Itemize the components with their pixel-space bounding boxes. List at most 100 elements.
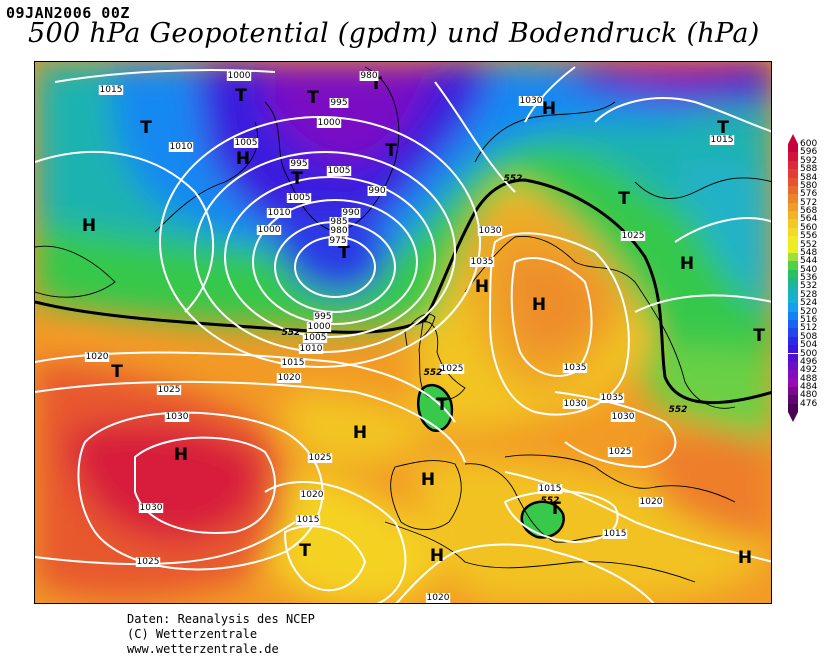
isobar-label-bg (302, 333, 328, 343)
legend-swatch (788, 395, 798, 404)
pressure-system-marker: H (82, 216, 96, 236)
isobar-label-bg (359, 71, 379, 81)
pressure-system-marker: H (542, 99, 556, 119)
legend-entry: 536 (786, 274, 833, 287)
legend-swatch (788, 160, 798, 170)
pressure-system-marker: T (307, 88, 319, 108)
legend-label: 508 (800, 331, 818, 342)
legend-swatch (788, 319, 798, 329)
isobar-label-bg (226, 71, 252, 81)
isobar-label-bg (306, 322, 332, 332)
isobar-label: 1010 (170, 142, 193, 152)
legend-entry: 504 (786, 341, 833, 354)
pressure-system-marker: T (291, 169, 303, 189)
isobar-label-bg (295, 515, 321, 525)
isobar-label: 1005 (288, 193, 311, 203)
isobar-label: 1025 (609, 447, 632, 457)
pressure-system-marker: T (140, 118, 152, 138)
isobar-label-bg (469, 257, 495, 267)
legend-swatch (788, 361, 798, 371)
pressure-system-marker: T (385, 141, 397, 161)
legend-entry: 592 (786, 156, 833, 170)
isobar-label: 1020 (427, 593, 450, 603)
legend-entry: 512 (786, 324, 833, 337)
legend-label: 576 (800, 189, 818, 200)
legend-swatch (788, 370, 798, 379)
legend-entry: 552 (786, 240, 833, 253)
chart-title: 500 hPa Geopotential (gpdm) und Bodendru… (28, 18, 760, 49)
legend-entry: 548 (786, 248, 833, 262)
isobar-label: 1000 (308, 322, 331, 332)
legend-entry: 588 (786, 165, 833, 178)
pressure-system-marker: H (174, 445, 188, 465)
legend-swatch (788, 378, 798, 387)
isobar-label: 1025 (137, 557, 160, 567)
isobar-label: 1025 (309, 453, 332, 463)
isobar-label-bg (518, 96, 544, 106)
legend-label: 524 (800, 298, 818, 309)
legend-swatch (788, 353, 798, 362)
isobar-label-bg (266, 208, 292, 218)
pressure-system-marker: T (111, 362, 123, 382)
isobar-label-bg (299, 490, 325, 500)
legend-swatch (788, 328, 798, 337)
isobar-label-bg (98, 85, 124, 95)
isobar-label: 1035 (564, 363, 587, 373)
coastlines (35, 66, 771, 583)
isobar-label-bg (329, 98, 349, 108)
legend-swatch (788, 294, 798, 304)
isobar-label: 1020 (640, 497, 663, 507)
isobar-label: 1020 (86, 352, 109, 362)
legend-entry: 568 (786, 207, 833, 220)
legend-swatch (788, 244, 798, 253)
isobar-label-bg (329, 226, 349, 236)
isobar-label-bg (638, 497, 664, 507)
geopotential-shading (35, 62, 771, 603)
isobar-label: 1030 (564, 399, 587, 409)
isobar-label-bg (367, 186, 387, 196)
isobar-label: 980 (330, 226, 347, 236)
legend-label: 584 (800, 172, 818, 183)
legend-entry: 544 (786, 257, 833, 270)
isobar-label-bg (562, 399, 588, 409)
color-legend: 600 596 592 588 584 580 576 572 568 564 560 556 552 5… (786, 134, 833, 534)
isobar-label: 1030 (140, 503, 163, 513)
isobar-label-bg (537, 484, 563, 494)
cutoff-low-biscay (416, 383, 454, 432)
legend-label: 588 (800, 164, 818, 175)
legend-entry: 516 (786, 315, 833, 329)
pressure-system-marker: T (338, 243, 350, 263)
legend-entry: 596 (786, 148, 833, 161)
legend-label: 496 (800, 356, 818, 367)
isobar-label-bg (477, 226, 503, 236)
isobar-label-bg (328, 236, 348, 246)
legend-label: 564 (800, 214, 818, 225)
legend-swatch (788, 227, 798, 237)
legend-swatch (788, 202, 798, 212)
legend-entry: 584 (786, 173, 833, 186)
legend-swatch (788, 169, 798, 178)
credit-data-source: Daten: Reanalysis des NCEP (127, 612, 315, 626)
legend-entry: 580 (786, 181, 833, 195)
isobar-label-bg (313, 312, 333, 322)
contour-552 (35, 178, 771, 405)
pressure-system-marker: H (475, 277, 489, 297)
isobar-label: 1030 (166, 412, 189, 422)
isobar-label: 1020 (301, 490, 324, 500)
pressure-system-marker: H (353, 423, 367, 443)
isobar-label-bg (307, 453, 333, 463)
isobar-label: 1015 (100, 85, 123, 95)
isobar-label-bg (276, 373, 302, 383)
isobar-label-bg (84, 352, 110, 362)
legend-label: 476 (800, 398, 818, 409)
isobar-label-bg (607, 447, 633, 457)
legend-label: 572 (800, 197, 818, 208)
legend-entry: 492 (786, 366, 833, 379)
legend-entry: 500 (786, 349, 833, 362)
legend-entry: 508 (786, 332, 833, 346)
legend-label: 560 (800, 222, 818, 233)
pressure-system-marker: T (753, 326, 765, 346)
isobar-label: 1035 (601, 393, 624, 403)
legend-swatch (788, 345, 798, 354)
